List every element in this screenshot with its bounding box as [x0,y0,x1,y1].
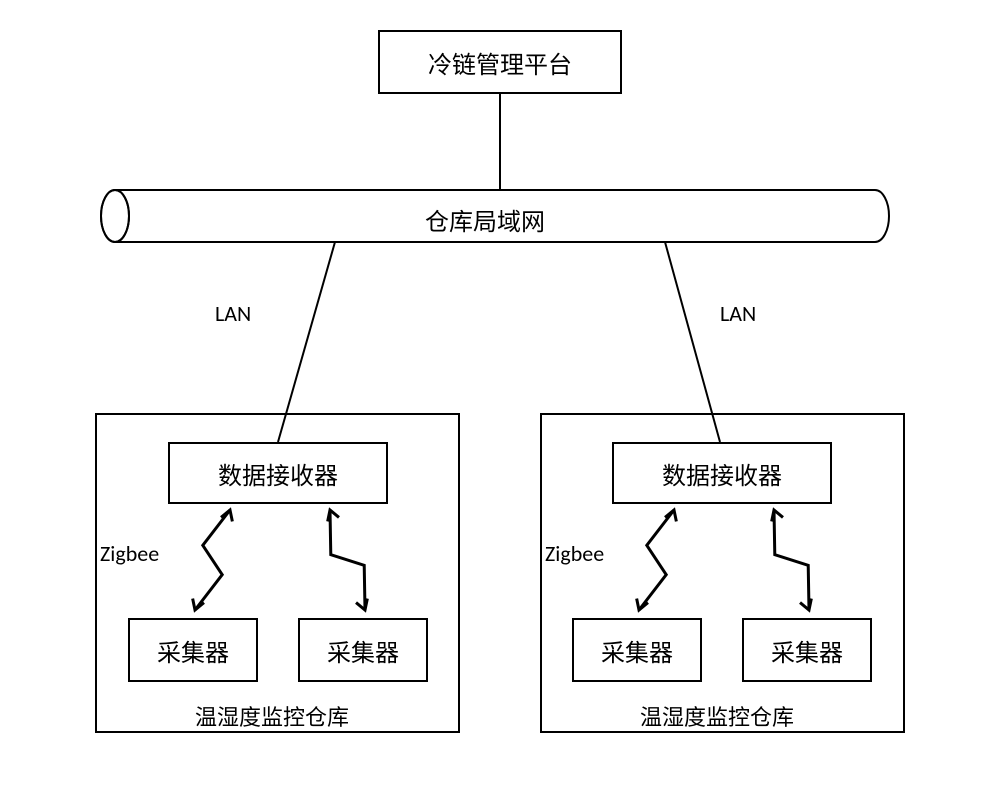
network-bus-label: 仓库局域网 [425,202,545,237]
zigbee-left-label: Zigbee [100,540,159,567]
warehouse-left-caption: 温湿度监控仓库 [195,700,349,732]
receiver-right-label: 数据接收器 [662,456,782,491]
receiver-left-label: 数据接收器 [218,456,338,491]
lan-right-label: LAN [720,300,756,327]
collector-r2-label: 采集器 [771,633,843,668]
receiver-left-node: 数据接收器 [168,442,388,504]
warehouse-right-caption: 温湿度监控仓库 [640,700,794,732]
collector-l1-label: 采集器 [157,633,229,668]
zigbee-right-label: Zigbee [545,540,604,567]
platform-label: 冷链管理平台 [428,45,572,80]
receiver-right-node: 数据接收器 [612,442,832,504]
collector-r1-node: 采集器 [572,618,702,682]
collector-l2-node: 采集器 [298,618,428,682]
platform-node: 冷链管理平台 [378,30,622,94]
lan-left-label: LAN [215,300,251,327]
collector-l2-label: 采集器 [327,633,399,668]
collector-r1-label: 采集器 [601,633,673,668]
collector-r2-node: 采集器 [742,618,872,682]
collector-l1-node: 采集器 [128,618,258,682]
